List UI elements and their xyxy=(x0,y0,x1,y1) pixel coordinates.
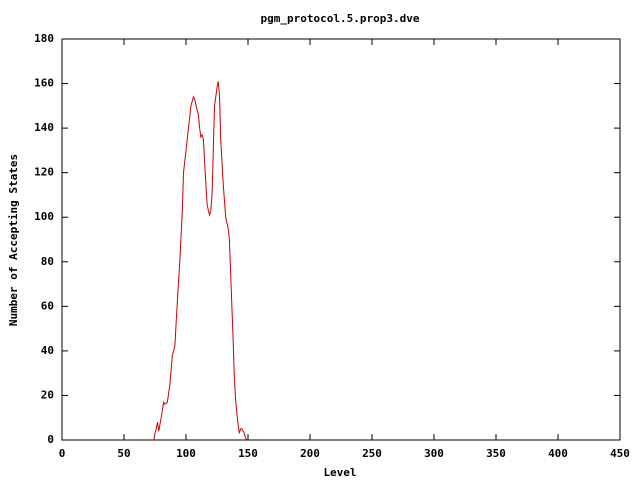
x-tick-label: 100 xyxy=(176,447,196,460)
x-tick-label: 350 xyxy=(486,447,506,460)
x-tick-label: 300 xyxy=(424,447,444,460)
x-tick-label: 250 xyxy=(362,447,382,460)
x-tick-label: 150 xyxy=(238,447,258,460)
x-tick-label: 50 xyxy=(117,447,130,460)
data-line xyxy=(153,81,248,441)
y-tick-label: 180 xyxy=(34,32,54,45)
x-axis-label: Level xyxy=(323,466,356,479)
x-tick-label: 400 xyxy=(548,447,568,460)
y-tick-label: 40 xyxy=(41,344,54,357)
x-tick-label: 200 xyxy=(300,447,320,460)
y-tick-label: 100 xyxy=(34,210,54,223)
y-axis-label: Number of Accepting States xyxy=(7,154,20,326)
y-tick-label: 60 xyxy=(41,299,54,312)
y-tick-label: 0 xyxy=(47,433,54,446)
y-tick-label: 160 xyxy=(34,77,54,90)
plot-border xyxy=(61,38,621,441)
y-tick-label: 140 xyxy=(34,121,54,134)
y-tick-label: 120 xyxy=(34,166,54,179)
y-tick-label: 80 xyxy=(41,255,54,268)
x-tick-label: 450 xyxy=(610,447,630,460)
y-tick-label: 20 xyxy=(41,388,54,401)
chart-title: pgm_protocol.5.prop3.dve xyxy=(261,12,420,25)
x-tick-label: 0 xyxy=(59,447,66,460)
